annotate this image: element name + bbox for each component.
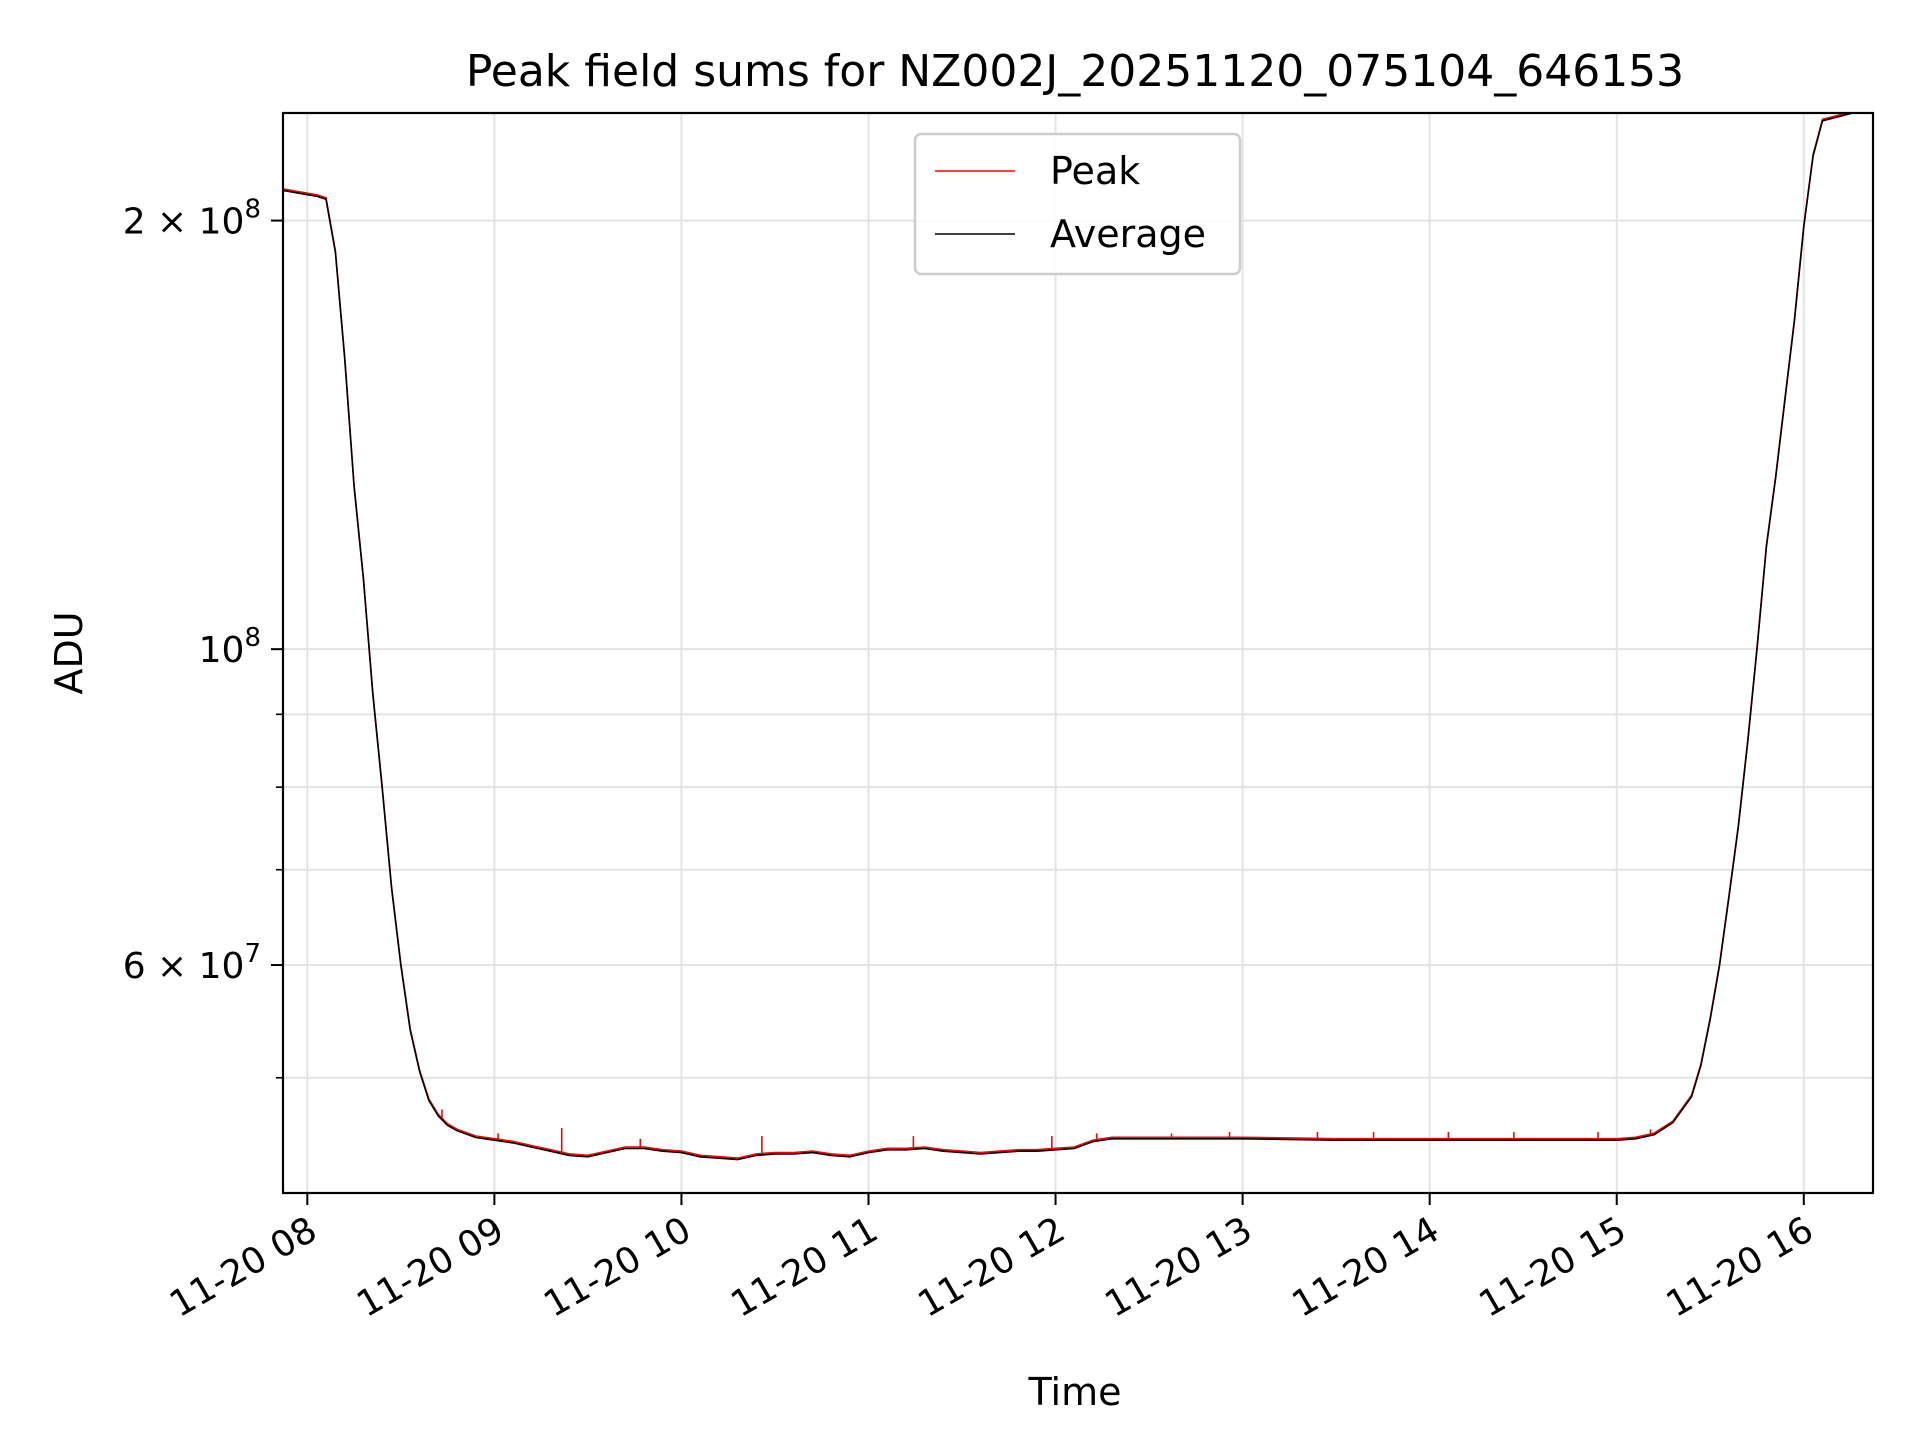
average-line bbox=[283, 113, 1857, 1161]
legend-box bbox=[913, 132, 1242, 276]
legend: Peak Average bbox=[913, 132, 1242, 276]
x-axis-label: Time bbox=[1028, 1370, 1122, 1414]
y-tick-label: 108 bbox=[199, 623, 261, 671]
plot-frame bbox=[281, 111, 1875, 1195]
legend-peak-label: Peak bbox=[1050, 149, 1140, 193]
chart-title: Peak field sums for NZ002J_20251120_0751… bbox=[466, 46, 1684, 97]
y-tick-label: 6 × 107 bbox=[123, 939, 261, 987]
legend-average-label: Average bbox=[1050, 212, 1206, 256]
y-tick-label: 2 × 108 bbox=[123, 195, 261, 243]
series-layer bbox=[283, 113, 1857, 1161]
y-axis-label: ADU bbox=[47, 611, 91, 694]
